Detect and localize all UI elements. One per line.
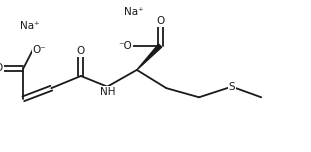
Text: O: O <box>77 46 85 56</box>
Text: NH: NH <box>100 87 115 97</box>
Text: O: O <box>0 63 3 73</box>
Text: Na⁺: Na⁺ <box>124 7 144 17</box>
Text: S: S <box>228 82 235 92</box>
Text: ⁻O: ⁻O <box>118 41 132 51</box>
Text: O⁻: O⁻ <box>33 45 46 55</box>
Text: O: O <box>156 16 164 26</box>
Text: Na⁺: Na⁺ <box>20 21 39 31</box>
Polygon shape <box>137 44 162 70</box>
